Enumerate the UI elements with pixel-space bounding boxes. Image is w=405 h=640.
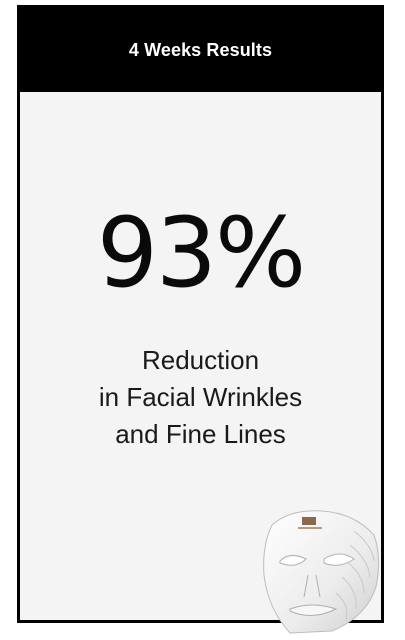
description-line-2: in Facial Wrinkles: [98, 382, 303, 412]
stat-percentage: 93%: [96, 197, 306, 309]
description-line-3: and Fine Lines: [115, 419, 286, 449]
description-line-1: Reduction: [141, 345, 260, 375]
led-face-mask-icon: [250, 505, 390, 635]
results-header: 4 Weeks Results: [20, 8, 381, 92]
stat-description: Reduction in Facial Wrinkles and Fine Li…: [20, 342, 381, 453]
results-title: 4 Weeks Results: [128, 39, 273, 60]
results-card: 4 Weeks Results 93% Reduction in Facial …: [17, 5, 384, 623]
